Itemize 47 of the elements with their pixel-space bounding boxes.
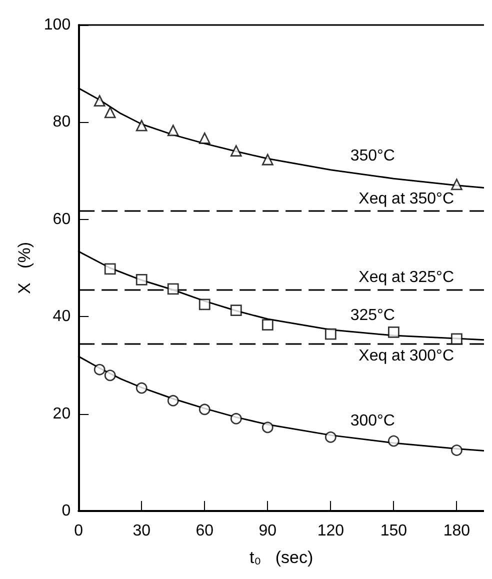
point: [450, 178, 462, 190]
x-tick-label: 120: [317, 522, 344, 540]
x-tick-label: 90: [258, 522, 277, 540]
point: [230, 304, 242, 316]
point: [167, 124, 179, 136]
ref-line-label: Xeq at 300°C: [358, 347, 454, 364]
point: [104, 263, 116, 275]
series-label: 325°C: [350, 307, 395, 324]
point: [94, 364, 106, 376]
ref-line-label: Xeq at 325°C: [358, 268, 454, 286]
point: [324, 431, 336, 443]
point: [230, 145, 242, 157]
point: [198, 298, 210, 310]
point: [451, 444, 462, 456]
point: [324, 328, 336, 340]
x-tick-label: 180: [443, 522, 470, 540]
point: [94, 95, 106, 107]
point: [198, 404, 210, 416]
x-tick-label: 0: [74, 522, 84, 540]
point: [388, 326, 400, 338]
series-label: 300°C: [350, 412, 395, 430]
x-tick-label: 30: [132, 522, 151, 540]
point: [136, 274, 148, 286]
y-tick-label: 40: [52, 308, 71, 326]
y-tick-label: 20: [52, 405, 71, 422]
point: [450, 333, 462, 345]
ref-line-label: Xeq at 350°C: [358, 190, 454, 208]
y-tick-label: 60: [52, 210, 71, 228]
point: [262, 319, 274, 331]
point: [167, 283, 179, 295]
point: [262, 154, 274, 166]
point: [136, 120, 148, 132]
x-axis-title: t₀ (sec): [249, 548, 314, 567]
point: [167, 394, 179, 406]
x-tick-label: 150: [380, 522, 408, 540]
point: [262, 422, 274, 434]
point: [136, 382, 148, 394]
series-label: 350°C: [350, 147, 395, 164]
y-tick-label: 0: [62, 502, 71, 520]
y-axis-title: X (%): [15, 242, 34, 294]
point: [230, 412, 242, 424]
point: [388, 435, 400, 447]
y-tick-label: 80: [52, 114, 71, 131]
x-tick-label: 60: [196, 522, 214, 540]
y-tick-label: 100: [44, 16, 71, 34]
point: [104, 106, 116, 118]
point: [104, 370, 116, 382]
